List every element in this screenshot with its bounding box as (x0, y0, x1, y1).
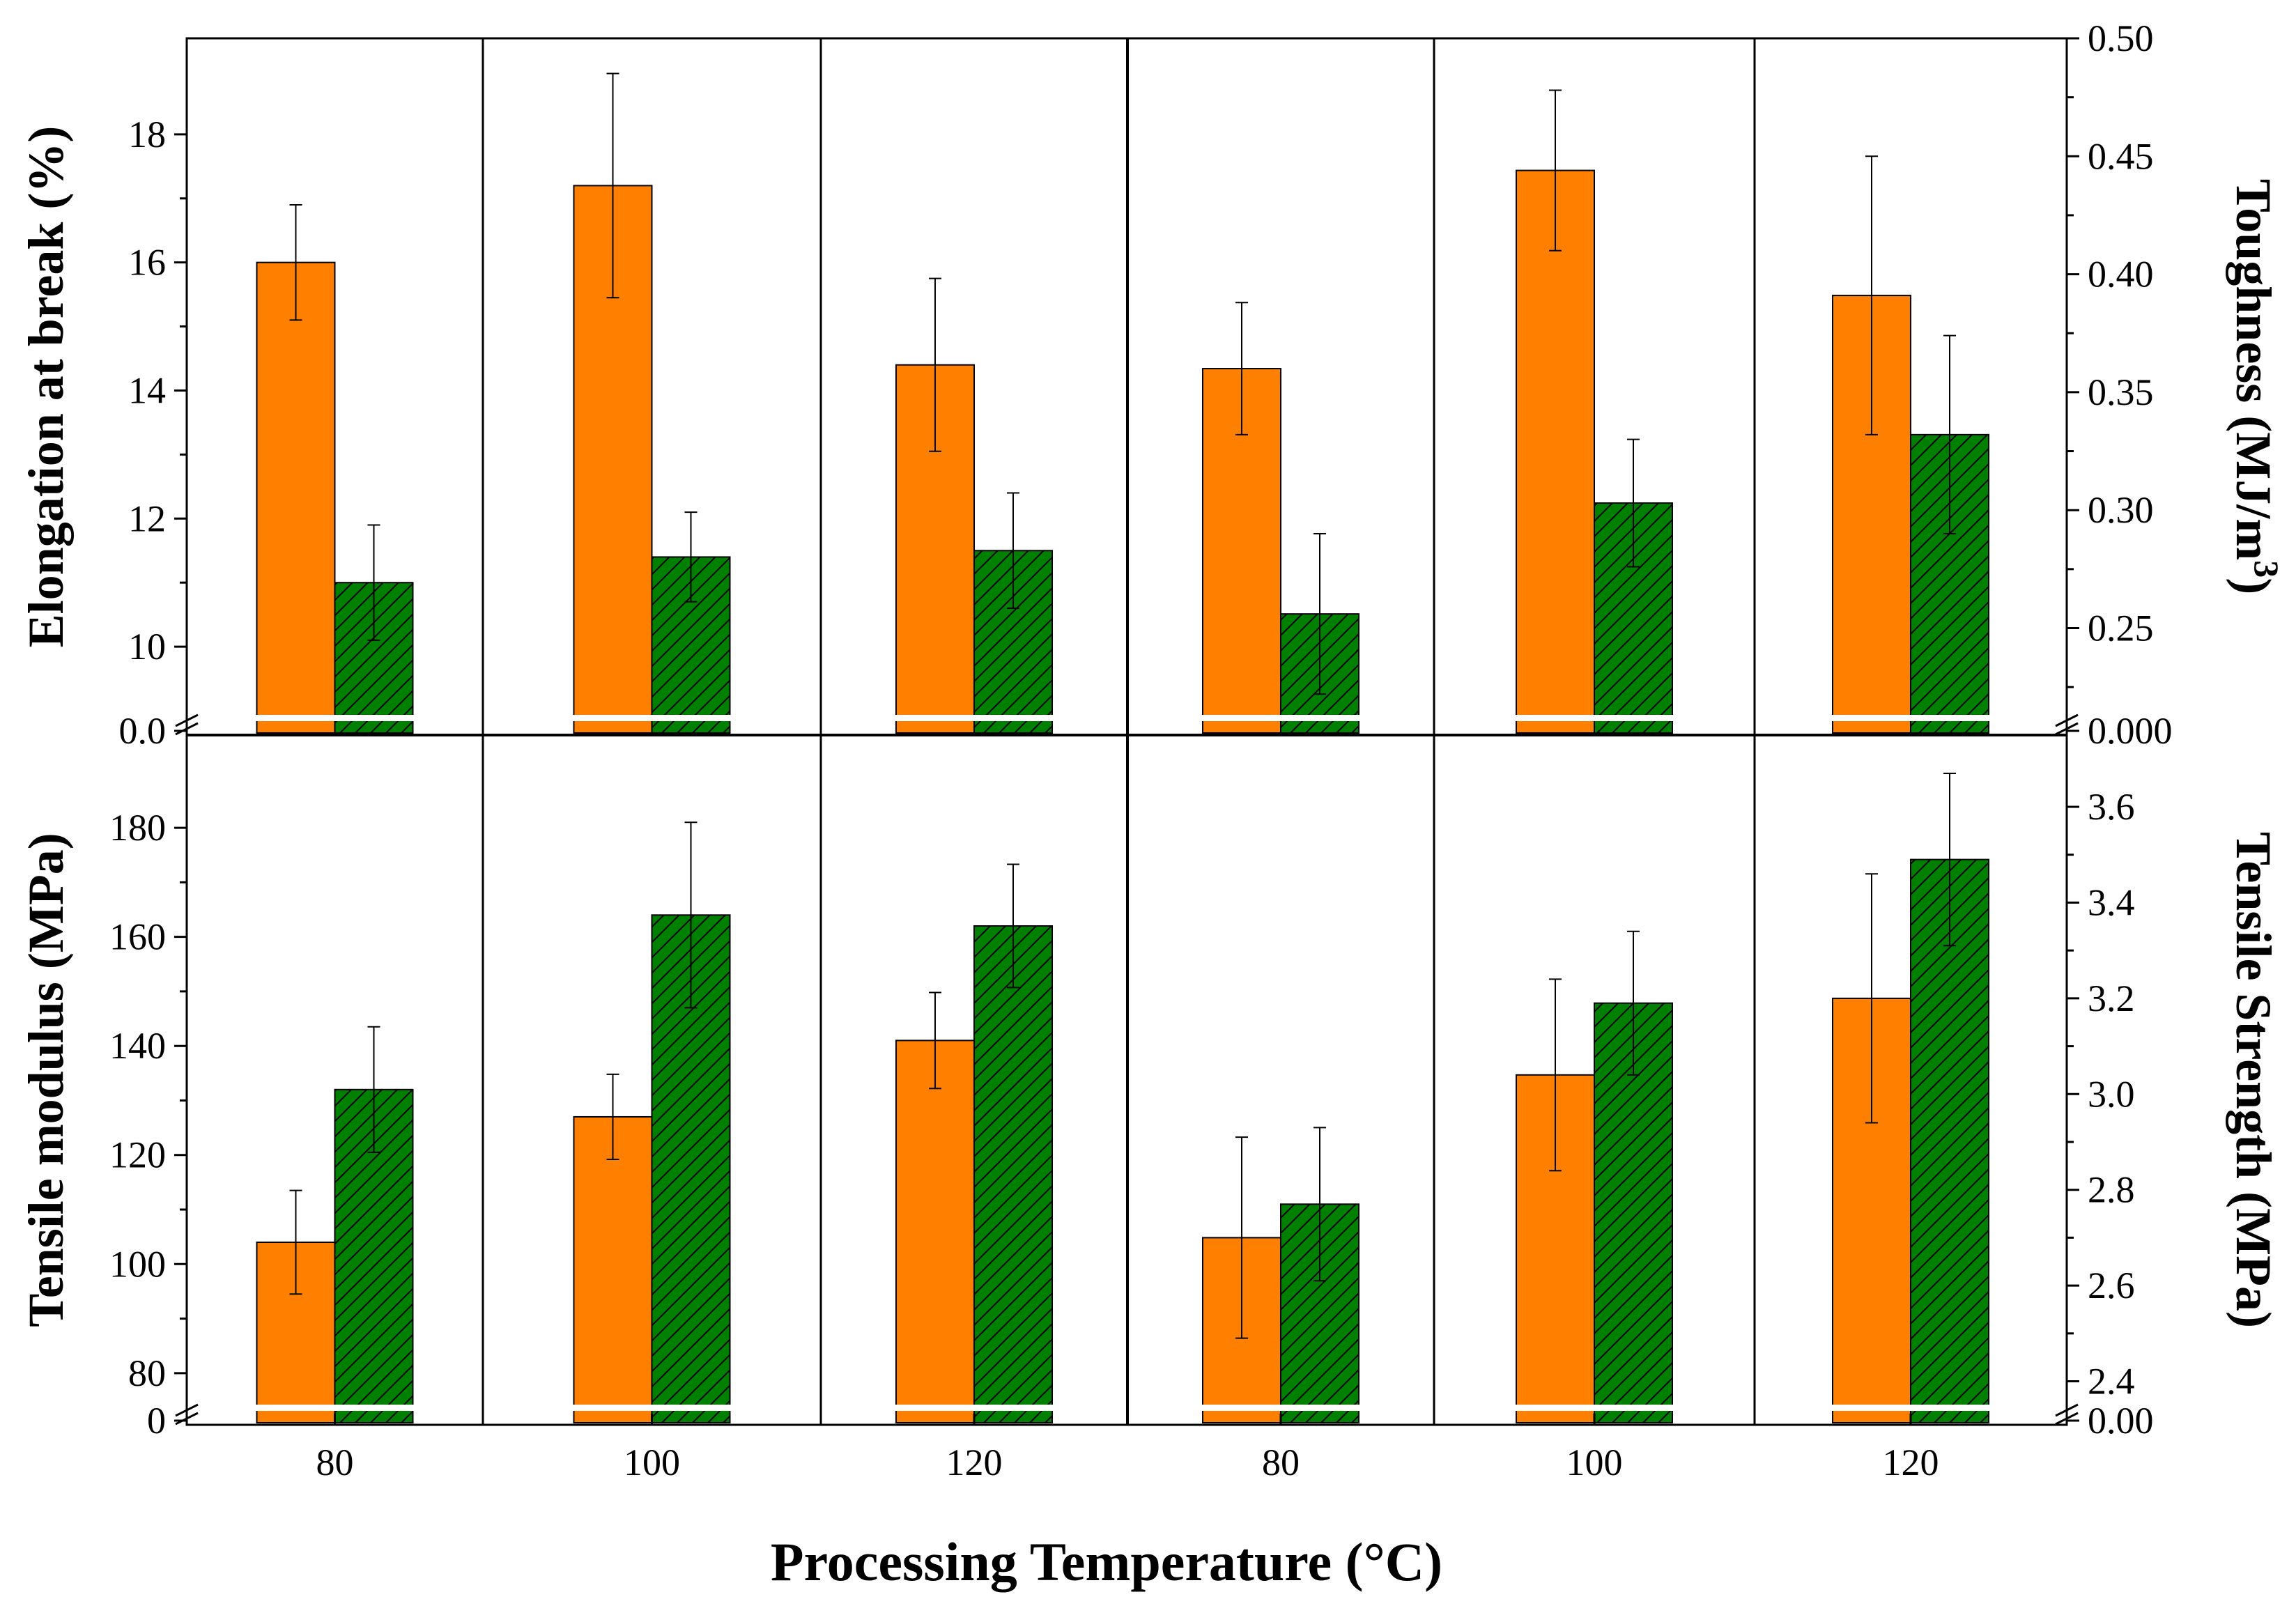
bar-break-mark (1516, 715, 1595, 721)
modulus-tick-label: 180 (109, 807, 166, 849)
x-category-label: 120 (1883, 1442, 1939, 1483)
modulus-tick-label: 160 (109, 916, 166, 958)
bar-break-mark (1594, 715, 1673, 721)
bar-break-mark (1910, 1405, 1989, 1411)
bar-break-mark (573, 715, 653, 721)
axis-break-mark (2055, 713, 2079, 736)
toughness-series1-bar (1516, 169, 1595, 734)
bar-break-mark (973, 1405, 1053, 1411)
modulus-tick-label: 140 (109, 1025, 166, 1067)
strength-tick-label: 3.0 (2088, 1073, 2135, 1115)
bar-break-mark (1910, 715, 1989, 721)
bar-break-mark (895, 1405, 975, 1411)
strength-tick-label: 3.6 (2088, 786, 2135, 828)
bar-break-mark (1516, 1405, 1595, 1411)
bar-break-mark (895, 715, 975, 721)
bar-break-mark (1832, 715, 1911, 721)
axis-break-mark (175, 713, 199, 736)
toughness-tick-label: 0.40 (2088, 254, 2154, 295)
bar-break-mark (973, 715, 1053, 721)
strength-tick-label: 3.4 (2088, 881, 2135, 923)
bar-break-mark (334, 1405, 414, 1411)
bar-break-mark (651, 1405, 731, 1411)
bars-layer (256, 72, 1989, 1424)
x-category-label: 100 (1566, 1442, 1623, 1483)
elongation-tick-label: 14 (128, 369, 166, 411)
axes-layer: 10 12 14 16 18 0.0 Elongation at break (%) 0.25… (18, 17, 2286, 1483)
x-axis-title: Processing Temperature (°C) (771, 1531, 1442, 1592)
strength-tick-label: 2.4 (2088, 1361, 2135, 1403)
elongation-tick-label: 16 (128, 242, 166, 284)
elongation-axis-title: Elongation at break (%) (18, 126, 74, 648)
bar-break-mark (651, 715, 731, 721)
axis-break-mark (175, 1403, 199, 1426)
modulus-tick-label: 120 (109, 1134, 166, 1176)
modulus-tick-label: 80 (128, 1352, 166, 1394)
toughness-tick-label: 0.25 (2088, 607, 2154, 649)
modulus-tick-label: 100 (109, 1243, 166, 1285)
toughness-axis-title: Toughness (MJ/m3) (2226, 179, 2286, 594)
modulus-series1-bar (573, 1115, 653, 1423)
bar-break-mark (256, 1405, 336, 1411)
bar-break-mark (573, 1405, 653, 1411)
x-category-label: 80 (316, 1442, 354, 1483)
toughness-tick-label: 0.30 (2088, 489, 2154, 531)
modulus-series1-bar (895, 1040, 975, 1423)
modulus-series2-bar (973, 925, 1053, 1424)
x-category-label: 100 (624, 1442, 680, 1483)
bar-break-mark (1832, 1405, 1911, 1411)
bar-break-mark (334, 715, 414, 721)
modulus-axis-title: Tensile modulus (MPa) (18, 833, 74, 1327)
bar-break-mark (256, 715, 336, 721)
toughness-tick-label: 0.35 (2088, 371, 2154, 413)
toughness-tick-label: 0.50 (2088, 17, 2154, 59)
elongation-series2-bar (973, 550, 1053, 734)
toughness-break-label: 0.000 (2088, 710, 2173, 752)
elongation-tick-label: 10 (128, 626, 166, 667)
strength-tick-label: 2.6 (2088, 1265, 2135, 1306)
bar-break-mark (1202, 715, 1281, 721)
strength-tick-label: 3.2 (2088, 978, 2135, 1019)
elongation-tick-label: 12 (128, 497, 166, 539)
strength-axis-title: Tensile Strength (MPa) (2226, 832, 2281, 1328)
strength-tick-label: 2.8 (2088, 1169, 2135, 1211)
modulus-break-label: 0 (147, 1400, 166, 1442)
elongation-break-label: 0.0 (119, 710, 167, 752)
bar-break-mark (1280, 1405, 1359, 1411)
elongation-tick-label: 18 (128, 114, 166, 155)
bar-break-mark (1202, 1405, 1281, 1411)
x-category-label: 120 (946, 1442, 1003, 1483)
x-category-label: 80 (1262, 1442, 1300, 1483)
elongation-series1-bar (256, 261, 336, 734)
strength-break-label: 0.00 (2088, 1400, 2154, 1442)
strength-series2-bar (1910, 858, 1989, 1423)
bar-break-mark (1594, 1405, 1673, 1411)
axis-break-mark (2055, 1403, 2079, 1426)
toughness-tick-label: 0.45 (2088, 135, 2154, 177)
bar-break-mark (1280, 715, 1359, 721)
